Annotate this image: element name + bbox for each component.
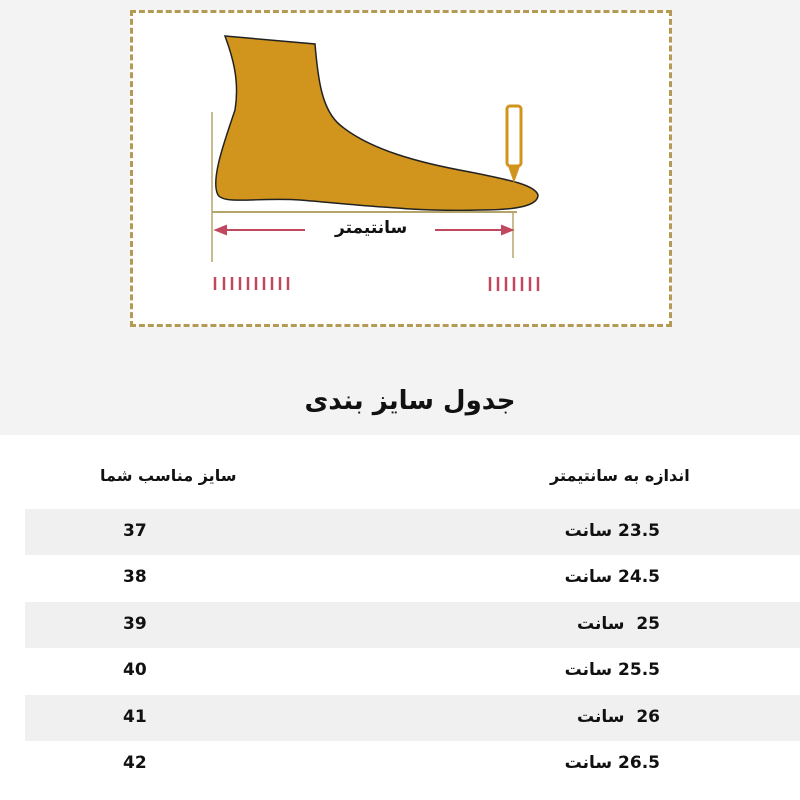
header-length: اندازه به سانتیمتر — [550, 466, 690, 485]
length-cell: 24.5 سانت — [564, 567, 660, 587]
ruler-ticks-left — [213, 277, 290, 290]
size-cell: 40 — [123, 660, 147, 680]
length-cell: 26.5 سانت — [564, 753, 660, 773]
table-row: 42 26.5 سانت — [25, 741, 800, 787]
length-cell: 25 سانت — [577, 614, 660, 634]
ruler-ticks-right — [488, 277, 540, 291]
arrow-right — [435, 224, 515, 236]
table-row: 41 26 سانت — [25, 695, 800, 741]
table-row: 37 23.5 سانت — [25, 509, 800, 555]
page-title: جدول سایز بندی — [304, 386, 516, 416]
length-cell: 25.5 سانت — [564, 660, 660, 680]
size-cell: 41 — [123, 707, 147, 727]
foot-measurement-diagram — [211, 35, 540, 291]
arrow-left — [213, 224, 305, 236]
illustration-area: سانتیمتر جدول سایز بندی — [0, 0, 800, 435]
size-cell: 42 — [123, 753, 147, 773]
length-cell: 26 سانت — [577, 707, 660, 727]
length-cell: 23.5 سانت — [564, 521, 660, 541]
size-cell: 37 — [123, 521, 147, 541]
table-row: 39 25 سانت — [25, 602, 800, 648]
foot-icon — [214, 35, 539, 212]
measure-label: سانتیمتر — [335, 218, 408, 238]
size-cell: 38 — [123, 567, 147, 587]
table-row: 40 25.5 سانت — [25, 648, 800, 694]
header-size: سایز مناسب شما — [100, 466, 237, 485]
size-cell: 39 — [123, 614, 147, 634]
pencil-icon — [505, 104, 523, 183]
table-row: 38 24.5 سانت — [25, 555, 800, 601]
